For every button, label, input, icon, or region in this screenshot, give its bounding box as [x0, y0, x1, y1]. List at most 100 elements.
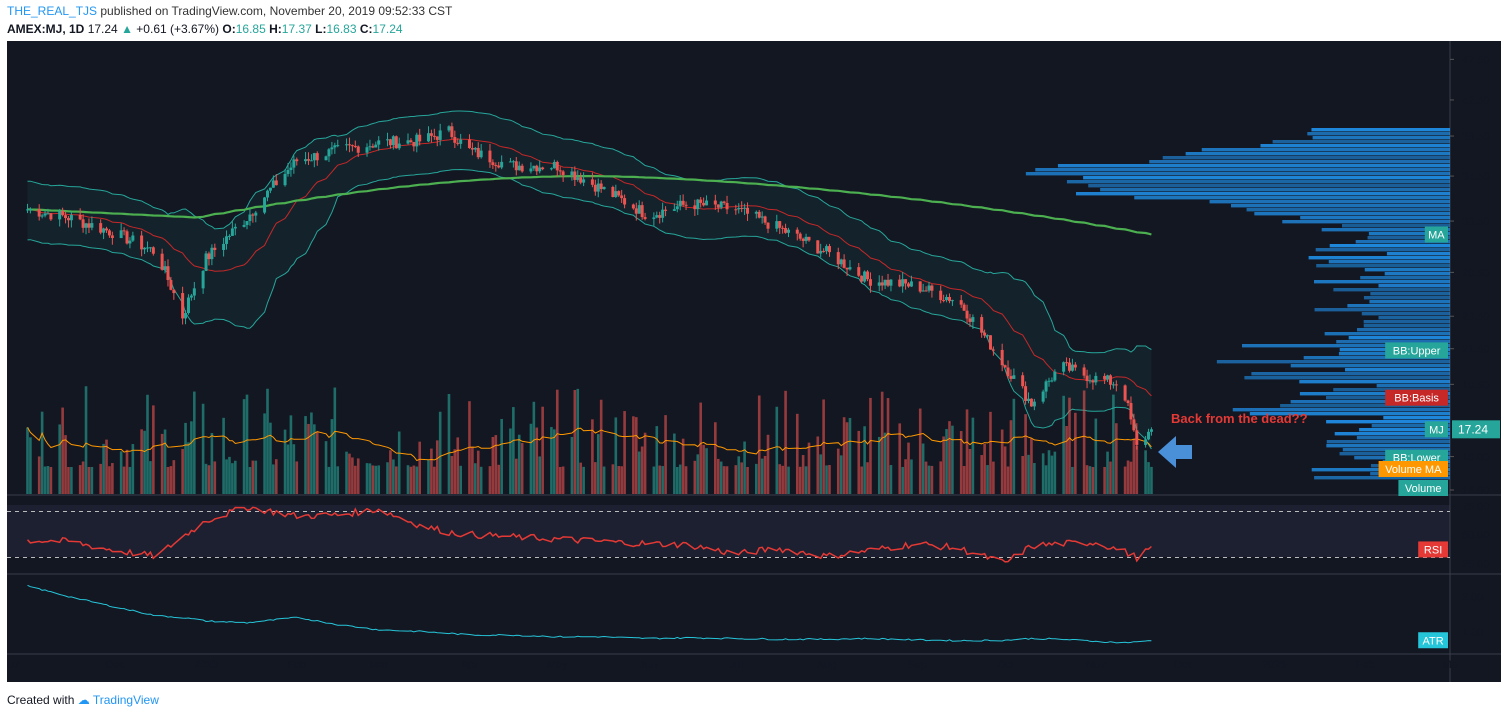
author-link[interactable]: THE_REAL_TJS — [7, 4, 98, 18]
tradingview-brand[interactable]: TradingView — [92, 693, 159, 707]
time-axis-label: Oct — [997, 659, 1014, 671]
candle — [25, 209, 29, 211]
volume-bar — [579, 462, 582, 494]
volume-bar — [614, 417, 618, 494]
volume-bar — [576, 388, 580, 494]
volume-bar — [778, 464, 782, 494]
candle — [1135, 430, 1139, 445]
volume-bar — [140, 429, 143, 494]
candle — [620, 195, 624, 199]
bb-lower-line — [27, 168, 1152, 450]
volume-bar — [315, 431, 319, 494]
left-arrow-icon — [1158, 436, 1192, 468]
candle — [336, 145, 340, 147]
high-value: 17.37 — [281, 22, 312, 36]
volume-bar — [1006, 466, 1010, 494]
candle — [151, 247, 155, 254]
candle — [1047, 380, 1051, 382]
volume-bar — [307, 423, 310, 494]
candle — [980, 317, 984, 333]
volume-profile-bar — [1251, 372, 1450, 376]
volume-profile-bar — [1272, 140, 1450, 144]
volume-bar — [152, 405, 155, 494]
volume-bar — [351, 457, 354, 494]
volume-bar — [295, 461, 299, 494]
candle — [675, 206, 679, 210]
volume-bar — [795, 413, 799, 494]
volume-profile-bar — [1334, 432, 1450, 436]
volume-profile-bar — [1345, 368, 1450, 372]
candle — [825, 246, 829, 252]
time-axis-label: ov — [7, 659, 19, 671]
candle — [778, 221, 782, 228]
volume-bar — [716, 458, 720, 494]
candle — [500, 161, 504, 168]
volume-bar — [1041, 453, 1045, 494]
candle — [757, 211, 761, 218]
candle — [99, 223, 103, 233]
time-axis-label: Nov — [1086, 659, 1106, 671]
volume-bar — [655, 426, 659, 494]
candle — [634, 208, 638, 214]
volume-bar — [204, 463, 208, 494]
candle — [286, 170, 290, 174]
volume-bar — [635, 417, 638, 494]
candle — [494, 165, 498, 167]
candle — [877, 282, 881, 286]
volume-bar — [959, 431, 963, 494]
candle — [942, 300, 946, 302]
time-axis-label: Feb — [287, 659, 306, 671]
volume-bar — [146, 394, 149, 494]
candle — [456, 142, 460, 144]
close-label: C: — [359, 22, 373, 36]
candle — [49, 213, 53, 220]
volume-bar — [863, 426, 866, 494]
tradingview-logo-icon[interactable]: ☁ — [77, 693, 90, 707]
volume-profile-bar — [1356, 436, 1450, 440]
candle — [652, 217, 656, 219]
volume-bar — [561, 466, 565, 494]
volume-bar — [675, 466, 679, 494]
volume-bar — [163, 429, 167, 494]
candle — [1111, 384, 1115, 386]
candle — [227, 235, 231, 237]
volume-bar — [313, 424, 316, 494]
volume-bar — [231, 463, 234, 494]
candle — [868, 279, 872, 286]
volume-bar — [456, 437, 460, 494]
candle — [412, 141, 416, 147]
volume-bar — [1109, 461, 1112, 494]
candle — [907, 283, 911, 287]
candle — [991, 349, 995, 351]
candle — [672, 209, 676, 211]
legend-badge-label: Volume MA — [1385, 464, 1442, 476]
volume-bar — [623, 411, 626, 494]
candle — [140, 235, 144, 250]
candle — [397, 143, 401, 149]
candle — [552, 161, 556, 169]
candle — [148, 247, 152, 249]
volume-bar — [1033, 463, 1036, 494]
candle — [406, 140, 410, 144]
candle — [883, 279, 887, 286]
candle — [426, 133, 430, 142]
volume-bar — [409, 466, 413, 494]
candle — [819, 250, 823, 254]
volume-bar — [263, 413, 266, 494]
volume-bar — [1024, 414, 1027, 494]
volume-profile-bar — [1355, 240, 1450, 244]
volume-bar — [327, 466, 331, 494]
candle — [46, 213, 50, 215]
volume-bar — [479, 466, 483, 494]
volume-bar — [596, 434, 600, 494]
volume-bar — [971, 417, 975, 494]
candle — [87, 223, 91, 228]
close-value: 17.24 — [372, 22, 403, 36]
volume-profile-bar — [1308, 256, 1450, 260]
candle — [1103, 375, 1107, 380]
volume-bar — [49, 466, 53, 494]
time-axis-label: 2019 — [194, 659, 218, 671]
volume-profile-bar — [1321, 228, 1450, 232]
volume-bar — [757, 395, 761, 494]
